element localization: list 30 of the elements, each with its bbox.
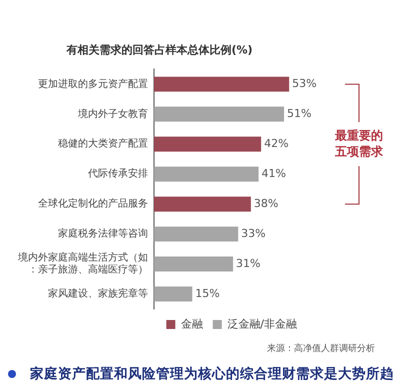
y-tick-label: 代际传承安排	[87, 168, 148, 180]
data-label: 31%	[236, 256, 261, 270]
bar	[154, 256, 234, 272]
data-label: 51%	[287, 107, 312, 120]
y-tick-label: 境内外子女教育	[77, 108, 148, 120]
bar	[154, 196, 251, 212]
y-tick-label: 境内外家庭高端生活方式（如：亲子旅游、高端医疗等）	[17, 252, 148, 276]
data-label: 41%	[262, 166, 286, 180]
data-label: 38%	[254, 196, 278, 210]
bar	[154, 136, 262, 152]
bar	[154, 286, 192, 302]
bar	[154, 226, 238, 242]
y-tick-label: 稳健的大类资产配置	[58, 138, 148, 150]
text: 最重要的五项需求	[334, 128, 384, 158]
source-note: 来源：高净值人群调研分析	[266, 342, 376, 355]
text: 家庭资产配置和风险管理为核心的综合理财需求是大势所趋	[30, 365, 394, 383]
data-label: 33%	[241, 226, 266, 240]
data-label: 42%	[264, 136, 289, 150]
data-label: 15%	[195, 286, 220, 300]
bar	[154, 106, 284, 122]
chart-title: 有相关需求的回答占样本总体比例(%)	[65, 43, 253, 56]
y-tick-label: 全球化定制化的产品服务	[38, 198, 148, 210]
legend-label: 金融	[180, 317, 203, 330]
bar	[154, 166, 259, 182]
y-tick-label: 更加进取的多元资产配置	[38, 78, 148, 90]
y-tick-label: 家风建设、家族宪章等	[48, 288, 148, 300]
legend-label: 泛金融/非金融	[227, 317, 298, 330]
bar	[154, 76, 290, 92]
data-label: 53%	[292, 77, 317, 90]
y-tick-label: 家庭税务法律等咨询	[58, 228, 148, 240]
